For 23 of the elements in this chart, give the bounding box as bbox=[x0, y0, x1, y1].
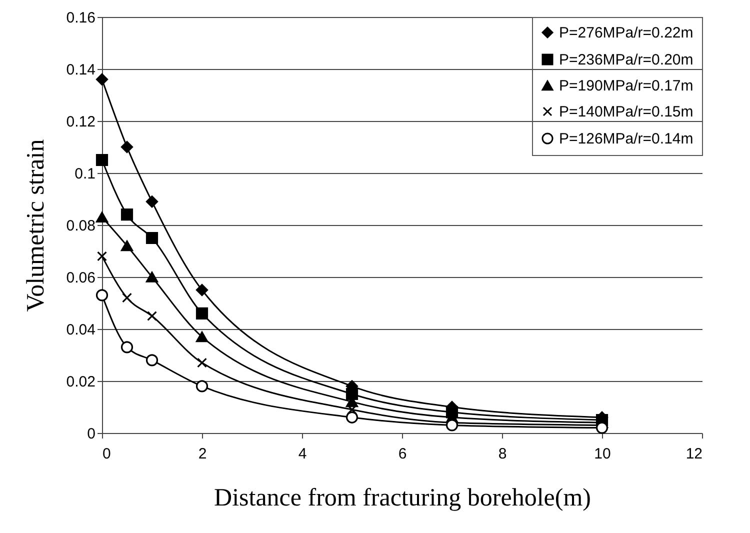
y-tick-label: 0 bbox=[87, 426, 96, 442]
x-tick-label: 6 bbox=[398, 446, 407, 462]
legend-label: P=236MPa/r=0.20m bbox=[559, 52, 694, 68]
y-tick-label: 0.16 bbox=[66, 10, 96, 26]
y-tick-label: 0.02 bbox=[66, 374, 96, 390]
x-axis-title: Distance from fracturing borehole(m) bbox=[214, 484, 591, 512]
y-tick-label: 0.12 bbox=[66, 114, 96, 130]
x-tick-label: 8 bbox=[498, 446, 507, 462]
x-tick-label: 10 bbox=[594, 446, 611, 462]
y-tick-label: 0.14 bbox=[66, 62, 96, 78]
legend-label: P=190MPa/r=0.17m bbox=[559, 78, 694, 94]
x-tick-label: 0 bbox=[102, 446, 111, 462]
x-tick-label: 2 bbox=[198, 446, 207, 462]
legend-label: P=276MPa/r=0.22m bbox=[559, 24, 694, 42]
y-axis-title: Volumetric strain bbox=[22, 138, 50, 312]
y-tick-label: 0.08 bbox=[66, 218, 96, 234]
y-tick-label: 0.04 bbox=[66, 322, 96, 338]
y-tick-label: 0.06 bbox=[66, 270, 96, 286]
legend-label: P=126MPa/r=0.14m bbox=[559, 130, 694, 148]
x-tick-label: 12 bbox=[686, 446, 702, 462]
legend-label: P=140MPa/r=0.15m bbox=[559, 104, 694, 120]
x-tick-label: 4 bbox=[298, 446, 307, 462]
y-tick-label: 0.1 bbox=[74, 166, 96, 182]
